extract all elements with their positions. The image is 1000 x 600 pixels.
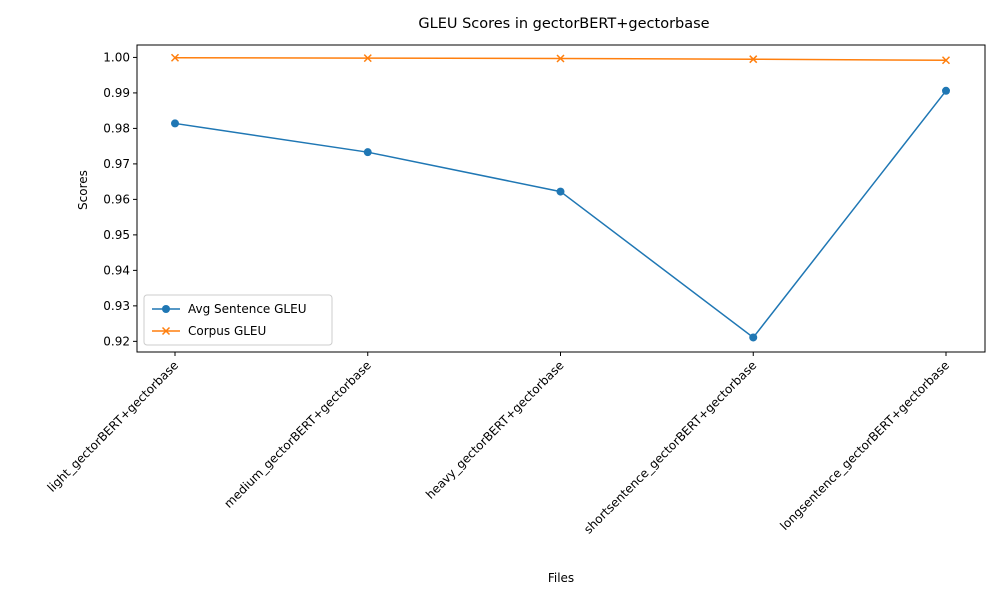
data-point <box>171 119 179 128</box>
x-marker-stroke <box>941 56 951 65</box>
y-tick-label: 0.92 <box>103 334 130 348</box>
x-marker-stroke <box>170 53 180 62</box>
y-tick-label: 0.94 <box>103 263 130 277</box>
y-tick-label: 0.98 <box>103 121 130 135</box>
y-tick-label: 0.97 <box>103 157 130 171</box>
data-point <box>556 54 565 63</box>
x-marker-stroke <box>556 54 565 63</box>
legend-marker <box>162 305 170 313</box>
y-tick-label: 0.99 <box>103 86 130 100</box>
data-point <box>942 86 950 95</box>
x-axis-title: Files <box>548 571 574 585</box>
data-point <box>363 148 372 157</box>
data-point <box>556 187 565 196</box>
series-layer <box>170 53 951 342</box>
y-tick-label: 1.00 <box>103 50 130 64</box>
y-tick-label: 0.95 <box>103 228 130 242</box>
y-axis: 0.92 0.93 0.94 0.95 0.96 0.97 0.98 0.99 1.00 <box>103 50 137 348</box>
legend-label: Corpus GLEU <box>188 324 266 338</box>
x-marker-stroke <box>363 54 372 63</box>
data-point <box>941 56 951 65</box>
data-point <box>170 53 180 62</box>
legend-marker <box>161 326 171 336</box>
y-axis-title: Scores <box>76 170 90 210</box>
chart-title: GLEU Scores in gectorBERT+gectorbase <box>418 16 709 32</box>
legend: Avg Sentence GLEU Corpus GLEU <box>143 294 333 346</box>
data-point <box>749 333 758 342</box>
x-marker-stroke <box>161 326 171 336</box>
y-tick-label: 0.96 <box>103 192 130 206</box>
x-marker-stroke <box>749 55 758 64</box>
y-tick-label: 0.93 <box>103 299 130 313</box>
data-point <box>363 54 372 63</box>
legend-box <box>143 294 333 346</box>
legend-label: Avg Sentence GLEU <box>188 302 306 316</box>
data-point <box>749 55 758 64</box>
